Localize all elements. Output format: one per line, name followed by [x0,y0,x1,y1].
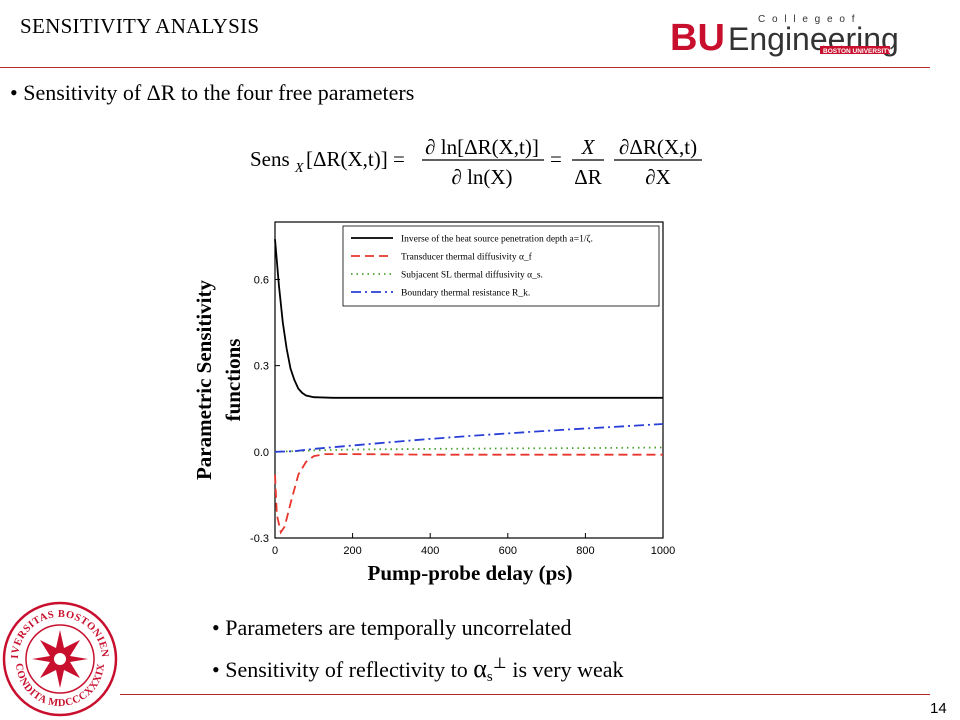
x-tick-label: 0 [272,545,278,557]
slide-title: SENSITIVITY ANALYSIS [20,14,260,38]
bullet3-prefix: • Sensitivity of reflectivity to [212,657,474,682]
eq-sens-label: Sens [250,147,290,171]
seal-outer-ring [2,601,118,717]
logo-red-bar [820,46,890,54]
legend-label-3: Subjacent SL thermal diffusivity α_s. [401,270,543,281]
seal-inner-ring [25,624,95,694]
series-line-3 [274,446,664,453]
legend-label-4: Boundary thermal resistance R_k. [401,289,530,299]
logo-college-of-text: C o l l e g e o f [758,14,856,25]
y-axis-label-line1: Parametric Sensitivity [192,279,216,480]
chart-legend: Inverse of the heat source penetration d… [342,225,660,307]
x-tick-label: 600 [499,545,517,557]
x-tick-label: 200 [343,545,361,557]
logo-bu-text: BU [670,17,725,58]
bullet-sensitivity-of-delta-r: • Sensitivity of ΔR to the four free par… [10,80,414,106]
x-tick-label: 1000 [651,545,675,557]
bullet3-alpha: α [473,654,487,683]
bullet-parameters-uncorrelated: • Parameters are temporally uncorrelated [212,615,572,640]
x-tick-label: 800 [576,545,594,557]
bullet1-prefix: • Sensitivity of [10,80,147,105]
legend-label-2: Transducer thermal diffusivity α_f [401,252,533,263]
plot-frame [274,221,664,539]
logo-boston-university-text: BOSTON UNIVERSITY [823,48,892,55]
bullet1-suffix: to the four free parameters [175,80,415,105]
y-axis-label-line2: functions [221,339,245,422]
eq-frac1-denominator: ∂ ln(X) [451,165,512,189]
bottom-divider [120,694,930,695]
bullet-reflectivity-sensitivity: • Sensitivity of reflectivity to αs⊥ is … [212,654,624,686]
y-tick-label: 0.3 [254,361,269,373]
page-number: 14 [930,700,947,717]
series-line-2 [274,453,663,535]
sensitivity-chart: Parametric Sensitivity functions Pump-pr… [192,221,675,585]
bu-engineering-logo: BU Engineering C o l l e g e o f BOSTON … [670,14,899,58]
eq-frac2-numerator: X [581,135,596,159]
eq-frac1-numerator: ∂ ln[ΔR(X,t)] [425,135,539,159]
eq-lhs-argument: [ΔR(X,t)] = [306,147,405,171]
chart-ticks-group: 0 200 400 600 800 1000 -0.3 0.0 0.3 0.6 [250,221,675,557]
y-tick-label: 0.0 [254,447,269,459]
bullet3-suffix: is very weak [506,657,624,682]
eq-frac3-denominator: ∂X [645,165,671,189]
top-divider [0,67,930,68]
bullet3-superscript: ⊥ [492,656,507,672]
series-line-4 [274,423,664,453]
boston-university-seal: UNIVERSITAS BOSTONIENSIS CONDITA MDCCCXX… [2,600,118,717]
seal-center-dot [54,653,66,665]
x-axis-label: Pump-probe delay (ps) [368,561,573,585]
bullet3-subscript: s [486,669,493,685]
eq-frac3-numerator: ∂ΔR(X,t) [619,135,697,159]
x-tick-label: 400 [421,545,439,557]
legend-box [342,225,660,307]
sensitivity-equation: Sens X [ΔR(X,t)] = ∂ ln[ΔR(X,t)] ∂ ln(X)… [250,135,702,189]
eq-equals-2: = [550,147,562,171]
chart-series-group [274,239,664,535]
y-tick-label: 0.6 [254,274,269,286]
legend-label-1: Inverse of the heat source penetration d… [401,234,593,245]
bullet1-delta-r: ΔR [146,80,176,105]
eq-sens-subscript: X [294,161,304,176]
y-tick-label: -0.3 [250,533,269,545]
series-line-1 [274,239,663,399]
eq-frac2-denominator: ΔR [574,165,602,189]
